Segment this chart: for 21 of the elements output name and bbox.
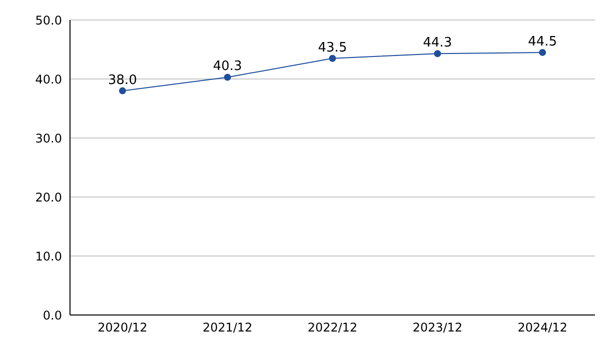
x-tick-label: 2022/12 [308, 320, 358, 335]
data-label: 44.3 [423, 36, 452, 51]
y-tick-label: 0.0 [42, 308, 62, 322]
point [329, 54, 336, 62]
data-label: 40.3 [213, 59, 242, 74]
point [434, 50, 441, 58]
data-label: 44.5 [528, 34, 557, 50]
x-tick-label: 2023/12 [412, 320, 462, 335]
y-tick-label: 50.0 [35, 13, 62, 28]
point [539, 48, 546, 56]
x-tick-label: 2024/12 [518, 320, 568, 335]
y-tick-label: 10.0 [35, 249, 62, 264]
point [224, 74, 231, 81]
y-tick-label: 20.0 [35, 190, 62, 204]
x-tick-label: 2021/12 [202, 320, 252, 335]
data-label: 43.5 [318, 40, 347, 56]
data-label: 38.0 [108, 72, 137, 88]
point [119, 87, 126, 94]
x-tick-label: 2020/12 [98, 320, 148, 335]
y-tick-label: 30.0 [35, 131, 62, 146]
y-tick-label: 40.0 [35, 72, 62, 86]
